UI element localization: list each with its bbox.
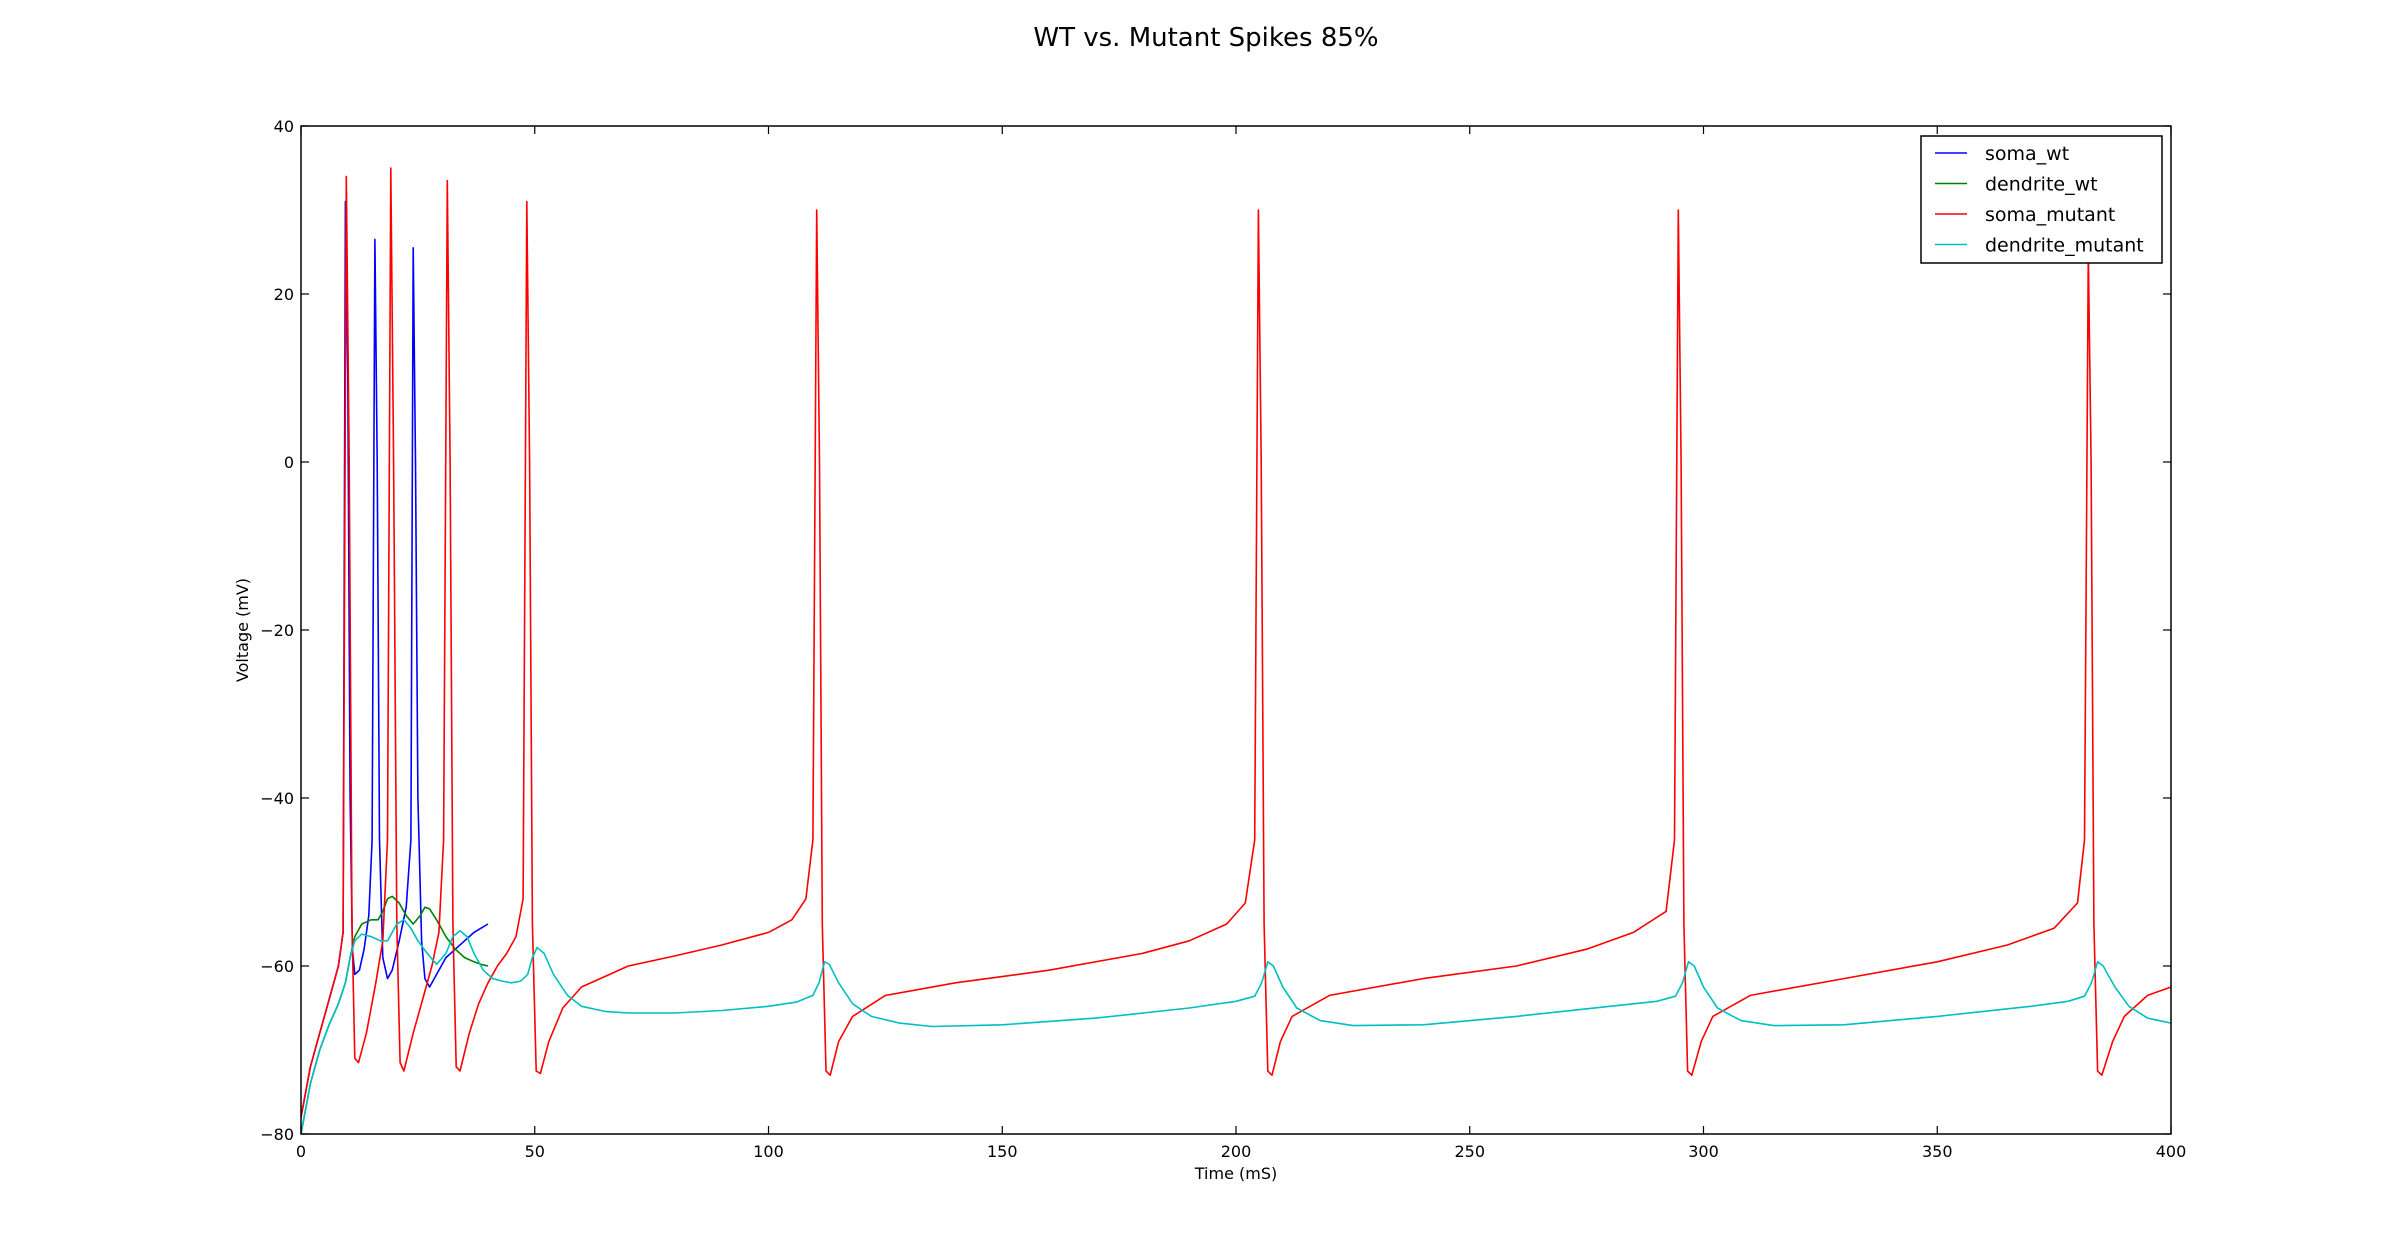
x-tick-label: 150 [987,1142,1018,1161]
y-tick-label: 0 [284,453,294,472]
x-tick-label: 200 [1221,1142,1252,1161]
x-tick-label: 0 [296,1142,306,1161]
series-line-soma-mutant [301,167,2171,1118]
legend-label-soma-wt: soma_wt [1985,143,2069,165]
legend-box [1920,135,2163,264]
y-axis-label: Voltage (mV) [233,578,252,682]
y-tick-label: −80 [260,1125,294,1144]
x-axis-label: Time (mS) [1194,1164,1277,1183]
x-tick-label: 100 [753,1142,784,1161]
x-tick-label: 400 [2156,1142,2187,1161]
legend: soma_wt dendrite_wt soma_mutant dendrite_mu… [1920,135,2163,264]
y-tick-label: 40 [274,117,294,136]
x-tick-label: 300 [1688,1142,1719,1161]
y-tick-label: −60 [260,957,294,976]
y-ticks: −80 −60 −40 −20 0 20 40 [260,117,2171,1144]
x-ticks: 0 50 100 150 200 250 300 350 400 [296,126,2186,1161]
legend-label-dendrite-wt: dendrite_wt [1985,174,2098,196]
x-tick-label: 250 [1454,1142,1485,1161]
series-line-dendrite-mutant [301,919,2171,1134]
y-tick-label: 20 [274,285,294,304]
legend-label-dendrite-mutant: dendrite_mutant [1985,235,2144,257]
legend-label-soma-mutant: soma_mutant [1985,204,2115,226]
chart-title: WT vs. Mutant Spikes 85% [1033,23,1378,53]
y-tick-label: −40 [260,789,294,808]
series-layer [301,167,2171,1134]
y-tick-label: −20 [260,621,294,640]
x-tick-label: 50 [525,1142,545,1161]
x-tick-label: 350 [1922,1142,1953,1161]
